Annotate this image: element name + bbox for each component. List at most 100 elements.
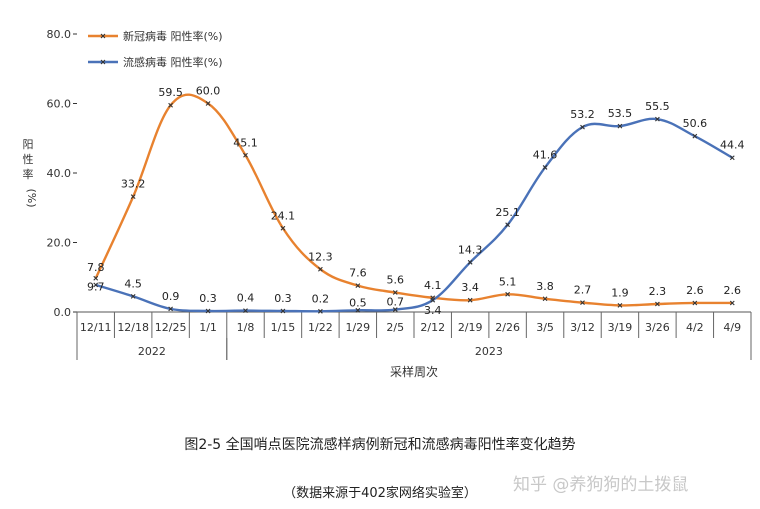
data-point bbox=[205, 101, 211, 106]
data-label: 2.3 bbox=[649, 285, 667, 298]
data-label: 0.3 bbox=[199, 292, 217, 305]
series-line-0 bbox=[94, 93, 733, 307]
data-point bbox=[392, 290, 398, 295]
year-group-label: 2023 bbox=[475, 345, 503, 358]
data-point bbox=[392, 307, 398, 312]
data-label: 2.6 bbox=[686, 284, 704, 297]
year-group-label: 2022 bbox=[138, 345, 166, 358]
x-tick-label: 1/8 bbox=[237, 321, 255, 334]
data-label: 59.5 bbox=[158, 86, 183, 99]
x-tick-label: 1/1 bbox=[199, 321, 217, 334]
data-point bbox=[280, 225, 286, 231]
data-point bbox=[692, 133, 698, 139]
data-label: 60.0 bbox=[196, 85, 221, 98]
data-label: 7.6 bbox=[349, 267, 367, 280]
data-label: 50.6 bbox=[683, 117, 708, 130]
data-labels: 9.7 33.2 59.5 60.0 45.1 24.1 12.3 7.6 5.6 4.1 3.4 5… bbox=[87, 85, 745, 318]
series-layer bbox=[93, 93, 735, 314]
line-chart: 0.0 20.0 40.0 60.0 80.0 阳性率 (%) 12/11 12/18 12/2… bbox=[23, 28, 752, 379]
x-axis-title: 采样周次 bbox=[390, 364, 438, 379]
data-label: 3.4 bbox=[424, 304, 442, 317]
y-axis-title-unit: (%) bbox=[25, 188, 38, 207]
data-point bbox=[243, 308, 248, 313]
x-tick-label: 12/18 bbox=[117, 321, 149, 334]
y-axis-title-char: 阳 bbox=[23, 138, 34, 151]
data-point bbox=[130, 293, 136, 299]
data-point bbox=[617, 303, 623, 308]
data-label: 2.7 bbox=[574, 284, 592, 297]
data-label: 0.5 bbox=[349, 296, 367, 309]
data-label: 5.6 bbox=[387, 274, 405, 287]
data-point bbox=[542, 296, 548, 302]
y-axis: 0.0 20.0 40.0 60.0 80.0 阳性率 (%) bbox=[23, 28, 77, 319]
y-axis-title-char: 率 bbox=[23, 167, 34, 181]
x-tick-label: 2/19 bbox=[458, 321, 483, 334]
figure-caption: 图2-5 全国哨点医院流感样病例新冠和流感病毒阳性率变化趋势 bbox=[184, 437, 576, 453]
data-label: 55.5 bbox=[645, 100, 670, 113]
data-label: 14.3 bbox=[458, 243, 483, 256]
data-point bbox=[729, 155, 735, 161]
data-point bbox=[130, 194, 136, 200]
data-label: 44.4 bbox=[720, 139, 745, 152]
x-tick-label: 3/19 bbox=[608, 321, 633, 334]
data-point bbox=[467, 259, 473, 265]
legend: 新冠病毒 阳性率(%) 流感病毒 阳性率(%) bbox=[88, 29, 223, 69]
data-point bbox=[505, 222, 510, 228]
x-axis: 12/11 12/18 12/25 1/1 1/8 1/15 1/22 1/29 2/5 2/12… bbox=[76, 311, 752, 379]
x-tick-label: 12/25 bbox=[155, 321, 187, 334]
data-label: 33.2 bbox=[121, 178, 146, 191]
data-label: 0.2 bbox=[312, 292, 330, 305]
data-point bbox=[505, 291, 510, 297]
data-point bbox=[467, 297, 473, 303]
y-tick-label: 20.0 bbox=[47, 237, 72, 250]
data-point bbox=[430, 297, 436, 303]
data-point bbox=[168, 102, 173, 108]
data-point bbox=[243, 152, 248, 158]
x-tick-label: 2/12 bbox=[420, 321, 445, 334]
y-tick-label: 80.0 bbox=[47, 28, 72, 41]
data-point bbox=[355, 307, 361, 313]
data-point bbox=[655, 116, 660, 122]
data-label: 9.7 bbox=[87, 280, 105, 293]
data-label: 3.4 bbox=[461, 281, 479, 294]
data-label: 45.1 bbox=[233, 136, 258, 149]
x-tick-label: 1/15 bbox=[271, 321, 296, 334]
watermark: 知乎 @养狗狗的土拨鼠 bbox=[513, 475, 689, 495]
x-tick-label: 1/29 bbox=[345, 321, 370, 334]
x-tick-label: 3/26 bbox=[645, 321, 670, 334]
data-point bbox=[318, 266, 323, 272]
legend-marker bbox=[100, 33, 106, 39]
data-label: 12.3 bbox=[308, 250, 333, 263]
data-point bbox=[617, 123, 623, 129]
x-tick-label: 4/9 bbox=[723, 321, 741, 334]
data-label: 1.9 bbox=[611, 286, 629, 299]
data-point bbox=[93, 275, 99, 281]
data-label: 5.1 bbox=[499, 275, 517, 288]
data-label: 0.4 bbox=[237, 292, 255, 305]
data-label: 0.9 bbox=[162, 290, 180, 303]
y-axis-title-char: 性 bbox=[23, 152, 34, 166]
data-point bbox=[542, 165, 548, 170]
data-label: 25.1 bbox=[495, 206, 520, 219]
data-point bbox=[280, 308, 286, 314]
legend-label: 流感病毒 阳性率(%) bbox=[123, 55, 223, 69]
data-point bbox=[580, 300, 585, 306]
data-point bbox=[655, 301, 660, 307]
data-label: 53.5 bbox=[608, 107, 633, 120]
legend-label: 新冠病毒 阳性率(%) bbox=[123, 29, 223, 43]
x-tick-label: 2/26 bbox=[495, 321, 520, 334]
x-tick-label: 1/22 bbox=[308, 321, 333, 334]
data-point bbox=[318, 308, 323, 314]
y-tick-label: 0.0 bbox=[54, 306, 72, 319]
source-note: （数据来源于402家网络实验室） bbox=[283, 486, 477, 501]
data-label: 2.6 bbox=[724, 284, 742, 297]
data-point bbox=[580, 124, 585, 130]
data-label: 4.1 bbox=[424, 279, 442, 292]
data-point bbox=[729, 300, 735, 306]
data-point bbox=[692, 300, 698, 306]
data-point bbox=[205, 308, 211, 314]
x-tick-label: 3/5 bbox=[536, 321, 554, 334]
x-tick-label: 12/11 bbox=[80, 321, 112, 334]
data-point bbox=[355, 283, 361, 288]
data-label: 4.5 bbox=[124, 277, 142, 290]
